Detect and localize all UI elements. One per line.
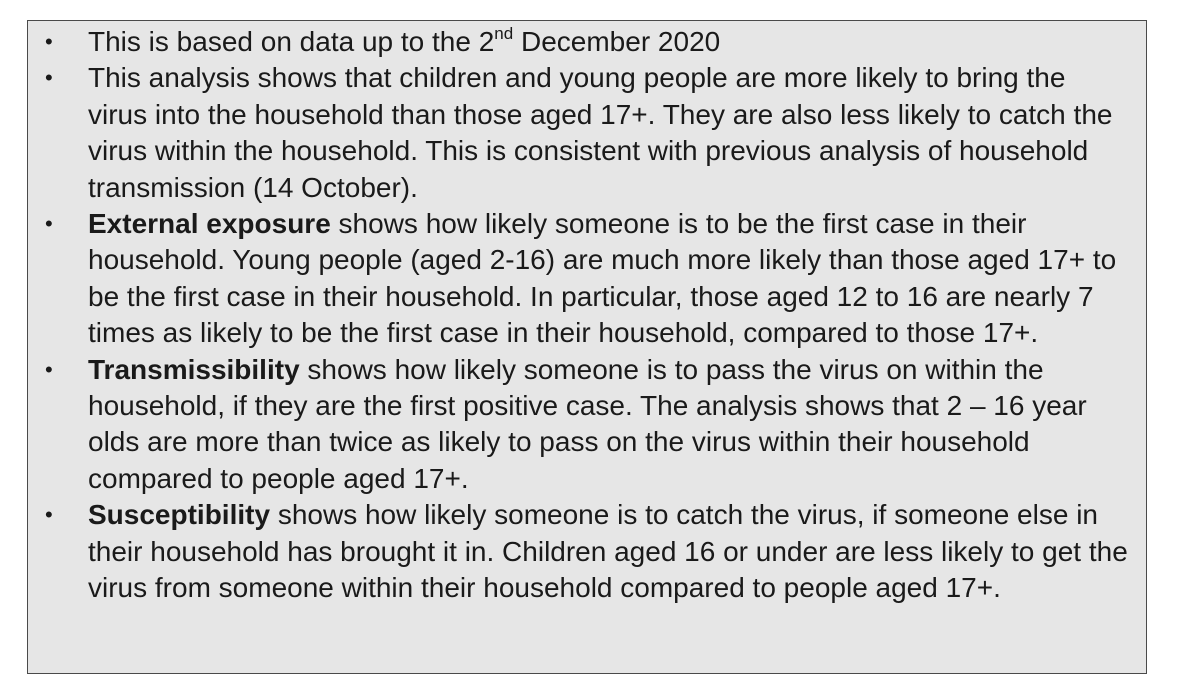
bullet-data-date: • This is based on data up to the 2nd De… — [28, 24, 1128, 60]
bullet-term: External exposure — [88, 208, 331, 240]
bullet-list: • This is based on data up to the 2nd De… — [28, 24, 1128, 607]
text-panel: • This is based on data up to the 2nd De… — [27, 20, 1147, 674]
bullet-dot-icon: • — [45, 65, 53, 91]
bullet-analysis-summary: • This analysis shows that children and … — [28, 60, 1128, 206]
bullet-dot-icon: • — [45, 29, 53, 54]
bullet-dot-icon: • — [45, 356, 53, 382]
bullet-text: December 2020 — [513, 26, 721, 57]
bullet-text: This is based on data up to the 2 — [88, 26, 495, 57]
bullet-dot-icon: • — [45, 502, 53, 528]
bullet-dot-icon: • — [45, 211, 53, 237]
ordinal-suffix: nd — [494, 23, 514, 43]
bullet-text: This analysis shows that children and yo… — [88, 62, 1113, 203]
bullet-term: Susceptibility — [88, 499, 271, 531]
bullet-susceptibility: • Susceptibility shows how likely someon… — [28, 497, 1128, 606]
bullet-term: Transmissibility — [88, 353, 300, 385]
bullet-external-exposure: • External exposure shows how likely som… — [28, 206, 1128, 352]
bullet-text: shows how likely someone is to catch the… — [88, 499, 1128, 604]
bullet-transmissibility: • Transmissibility shows how likely some… — [28, 352, 1128, 498]
bullet-text: shows how likely someone is to pass the … — [88, 353, 1087, 494]
bullet-text: shows how likely someone is to be the fi… — [88, 208, 1117, 349]
